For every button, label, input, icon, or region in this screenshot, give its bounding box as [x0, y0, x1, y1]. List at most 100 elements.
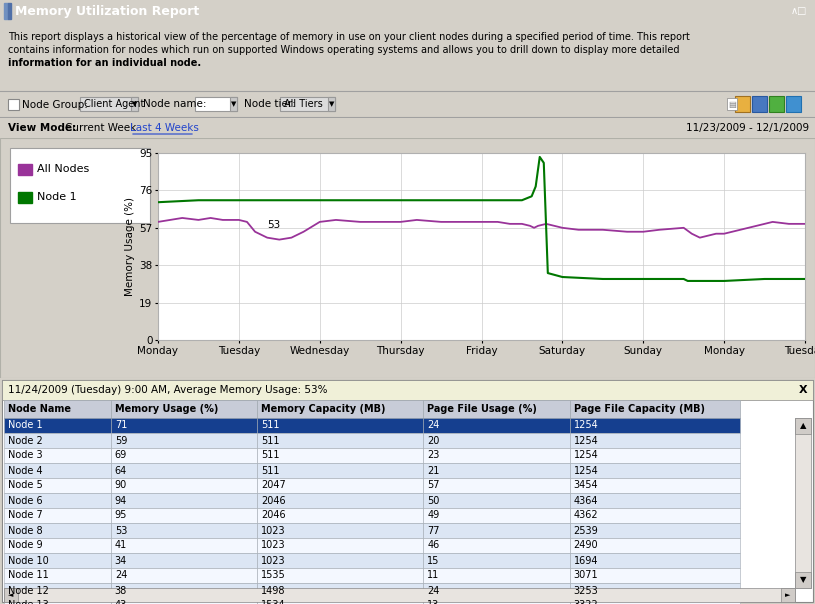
Bar [752, 96, 767, 112]
Bar [769, 96, 784, 112]
Bar [257, 448, 423, 463]
Text: 2046: 2046 [261, 495, 286, 506]
Text: Client Agent: Client Agent [84, 99, 144, 109]
Text: 3322: 3322 [574, 600, 598, 604]
Text: ▤: ▤ [728, 100, 736, 109]
Bar [257, 478, 423, 493]
Bar [4, 478, 111, 493]
Bar [111, 583, 257, 598]
Bar [423, 583, 570, 598]
Text: 24: 24 [427, 585, 439, 596]
Bar [280, 97, 335, 111]
Bar [18, 192, 32, 203]
Bar [795, 572, 811, 588]
Text: 94: 94 [115, 495, 127, 506]
Bar [735, 96, 750, 112]
Text: 1254: 1254 [574, 466, 598, 475]
Text: 21: 21 [427, 466, 439, 475]
Text: 15: 15 [427, 556, 439, 565]
Text: Node 1: Node 1 [37, 192, 77, 202]
Bar [727, 98, 737, 110]
Bar [111, 508, 257, 523]
Bar [4, 588, 795, 602]
Bar [570, 508, 740, 523]
Bar [328, 97, 335, 111]
Text: 11/23/2009 - 12/1/2009: 11/23/2009 - 12/1/2009 [686, 123, 809, 133]
Bar [4, 553, 111, 568]
Text: 11: 11 [427, 571, 439, 580]
Text: X: X [799, 385, 807, 395]
Bar [423, 508, 570, 523]
Text: 1498: 1498 [261, 585, 285, 596]
Bar [4, 598, 111, 604]
Text: Node 11: Node 11 [8, 571, 49, 580]
Bar [423, 400, 570, 418]
Bar [570, 523, 740, 538]
Bar [257, 583, 423, 598]
Text: 57: 57 [427, 481, 440, 490]
Text: 511: 511 [261, 420, 280, 431]
Bar [423, 493, 570, 508]
Bar [423, 598, 570, 604]
Text: 1254: 1254 [574, 420, 598, 431]
Text: 24: 24 [427, 420, 439, 431]
Bar [10, 148, 150, 223]
Text: 71: 71 [115, 420, 127, 431]
Text: 1254: 1254 [574, 451, 598, 460]
Text: Page File Usage (%): Page File Usage (%) [427, 404, 537, 414]
Text: 1254: 1254 [574, 435, 598, 446]
Text: Node Group:: Node Group: [22, 100, 88, 109]
Text: ∧□: ∧□ [791, 6, 807, 16]
Bar [423, 553, 570, 568]
Bar [423, 538, 570, 553]
Text: 1694: 1694 [574, 556, 598, 565]
Bar [570, 478, 740, 493]
Text: 1534: 1534 [261, 600, 286, 604]
Text: Last 4 Weeks: Last 4 Weeks [130, 123, 199, 133]
Text: 511: 511 [261, 435, 280, 446]
Text: ▼: ▼ [132, 101, 137, 107]
Text: 34: 34 [115, 556, 127, 565]
Text: Node 3: Node 3 [8, 451, 42, 460]
Bar [257, 418, 423, 433]
Text: 1023: 1023 [261, 556, 286, 565]
Text: Node 4: Node 4 [8, 466, 42, 475]
Text: 3454: 3454 [574, 481, 598, 490]
Bar [795, 418, 811, 434]
Text: Node 7: Node 7 [8, 510, 42, 521]
Bar [4, 433, 111, 448]
Bar [4, 568, 111, 583]
Text: information for an individual node.: information for an individual node. [8, 58, 201, 68]
Bar [423, 448, 570, 463]
Text: Node 1: Node 1 [8, 420, 42, 431]
Text: 50: 50 [427, 495, 439, 506]
Text: 2490: 2490 [574, 541, 598, 550]
Bar [423, 418, 570, 433]
Text: 53: 53 [267, 220, 280, 230]
Text: Node 9: Node 9 [8, 541, 42, 550]
Text: 1535: 1535 [261, 571, 286, 580]
Text: 4364: 4364 [574, 495, 598, 506]
Bar [4, 523, 111, 538]
Text: ▼: ▼ [800, 576, 806, 585]
Text: 2046: 2046 [261, 510, 286, 521]
Text: 1023: 1023 [261, 525, 286, 536]
Text: 69: 69 [115, 451, 127, 460]
Text: 49: 49 [427, 510, 439, 521]
Text: Page File Capacity (MB): Page File Capacity (MB) [574, 404, 704, 414]
Text: 24: 24 [115, 571, 127, 580]
Bar [4, 588, 18, 602]
Bar [795, 418, 811, 588]
Text: 2539: 2539 [574, 525, 598, 536]
Text: 64: 64 [115, 466, 127, 475]
Bar [423, 523, 570, 538]
Text: 23: 23 [427, 451, 439, 460]
Text: Memory Capacity (MB): Memory Capacity (MB) [261, 404, 385, 414]
Bar [4, 508, 111, 523]
Bar [4, 418, 111, 433]
Text: Memory Utilization Report: Memory Utilization Report [15, 4, 199, 18]
Bar [570, 583, 740, 598]
Bar [570, 418, 740, 433]
Bar [570, 598, 740, 604]
Bar [111, 493, 257, 508]
